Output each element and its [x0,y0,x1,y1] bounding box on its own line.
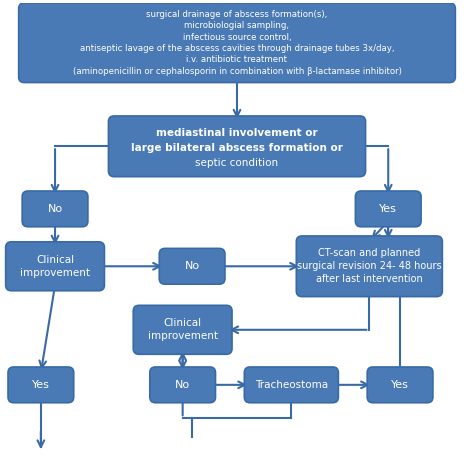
FancyBboxPatch shape [367,367,433,403]
FancyBboxPatch shape [8,367,74,403]
FancyBboxPatch shape [109,116,365,177]
Text: Yes: Yes [379,204,397,214]
FancyBboxPatch shape [18,3,456,82]
Text: large bilateral abscess formation or: large bilateral abscess formation or [131,143,343,153]
FancyBboxPatch shape [356,191,421,227]
Text: Yes: Yes [32,380,50,390]
FancyBboxPatch shape [150,367,216,403]
Text: surgical drainage of abscess formation(s),
microbiologial sampling,
infectious s: surgical drainage of abscess formation(s… [73,9,401,76]
FancyBboxPatch shape [6,242,104,291]
Text: Yes: Yes [391,380,409,390]
Text: Tracheostoma: Tracheostoma [255,380,328,390]
FancyBboxPatch shape [244,367,338,403]
Text: No: No [47,204,63,214]
Text: No: No [175,380,190,390]
Text: mediastinal involvement or: mediastinal involvement or [156,128,318,138]
Text: septic condition: septic condition [195,158,279,168]
FancyBboxPatch shape [296,236,442,297]
Text: Clinical
improvement: Clinical improvement [20,255,90,278]
Text: Clinical
improvement: Clinical improvement [147,319,218,341]
FancyBboxPatch shape [159,248,225,284]
Text: CT-scan and planned
surgical revision 24- 48 hours
after last intervention: CT-scan and planned surgical revision 24… [297,248,442,284]
Text: No: No [184,261,200,271]
FancyBboxPatch shape [22,191,88,227]
FancyBboxPatch shape [133,305,232,354]
